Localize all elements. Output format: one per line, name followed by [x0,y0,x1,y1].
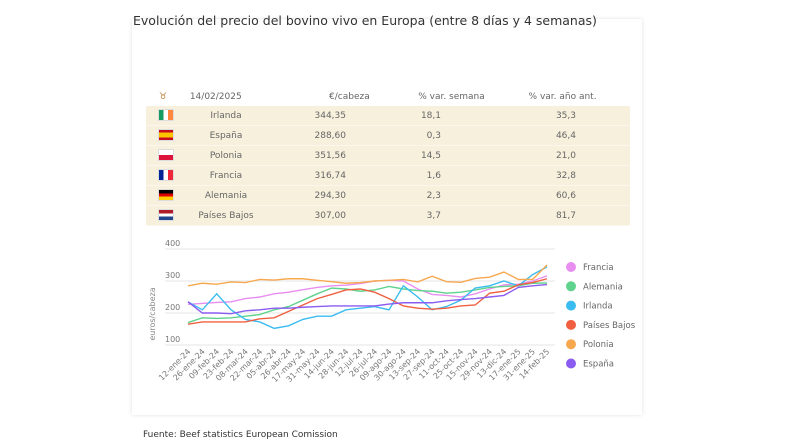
legend-marker [566,281,576,292]
table-header: ♉ 14/02/2025 €/cabeza % var. semana % va… [146,87,630,106]
flag-icon [146,129,186,142]
legend-marker [566,300,576,311]
legend-marker [566,339,576,350]
country-name: Alemania [204,190,248,201]
week-variation: 0,3 [426,130,441,141]
country-name: España [209,130,243,141]
flag-icon [146,109,186,122]
price-value: 288,60 [314,130,347,141]
y-tick-label: 400 [165,239,180,248]
flag-icon [146,209,186,222]
country-name: Irlanda [210,110,242,121]
week-variation: 1,6 [426,170,441,181]
flag-icon [146,169,186,182]
year-variation: 35,3 [555,110,576,121]
legend-item[interactable]: España [583,360,614,370]
flag-icon [146,189,186,202]
price-value: 344,35 [314,110,347,121]
legend-item[interactable]: Países Bajos [583,321,636,331]
series-line [187,278,548,325]
week-variation: 3,7 [426,210,441,221]
table-row: España 288,60 0,3 46,4 [146,126,630,146]
series-line [187,264,548,287]
bull-icon: ♉ [158,91,167,102]
y-axis-label: euros/cabeza [148,287,157,340]
table-row: Irlanda 344,35 18,1 35,3 [146,106,630,126]
price-value: 294,30 [314,190,347,201]
header-date: 14/02/2025 [189,91,242,102]
legend-item[interactable]: Francia [583,263,614,273]
price-value: 307,00 [314,210,347,221]
flag-icon [146,149,186,162]
table-row: Polonia 351,56 14,5 21,0 [146,146,630,166]
year-variation: 21,0 [555,150,576,161]
year-variation: 60,6 [555,190,576,201]
legend-item[interactable]: Irlanda [583,302,613,312]
page-title: Evolución del precio del bovino vivo en … [133,13,597,28]
y-tick-label: 100 [165,335,180,344]
price-value: 316,74 [314,170,347,181]
table-row: Alemania 294,30 2,3 60,6 [146,186,630,206]
country-name: Francia [209,170,243,181]
header-year: % var. año ant. [528,91,597,102]
source-note: Fuente: Beef statistics European Comissi… [143,430,338,440]
series-line [187,283,548,315]
year-variation: 32,8 [555,170,576,181]
table-row: Países Bajos 307,00 3,7 81,7 [146,206,630,226]
series-line [187,266,548,330]
country-name: Polonia [209,150,243,161]
legend-marker [566,319,576,330]
week-variation: 2,3 [426,190,441,201]
legend-item[interactable]: Polonia [583,340,614,350]
legend-marker [566,262,576,272]
year-variation: 46,4 [555,130,576,141]
y-tick-label: 300 [165,271,180,280]
legend-marker [566,358,576,369]
year-variation: 81,7 [555,210,576,221]
price-value: 351,56 [314,150,347,161]
header-week: % var. semana [418,91,485,102]
country-name: Países Bajos [198,210,254,221]
table-row: Francia 316,74 1,6 32,8 [146,166,630,186]
week-variation: 14,5 [420,150,441,161]
week-variation: 18,1 [420,110,441,121]
y-tick-label: 200 [165,303,180,312]
price-table: ♉ 14/02/2025 €/cabeza % var. semana % va… [146,87,630,226]
legend-item[interactable]: Alemania [583,282,623,292]
header-price: €/cabeza [329,91,370,102]
